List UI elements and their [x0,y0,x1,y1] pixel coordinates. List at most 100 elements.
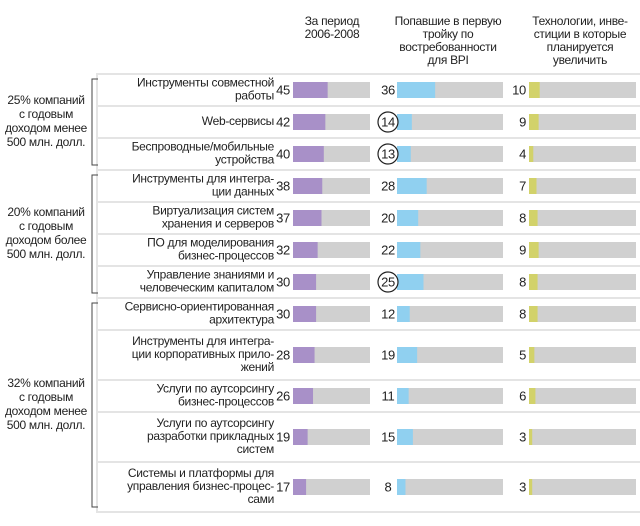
row-label: ПО для моделирования [147,236,274,250]
value-label: 15 [381,429,395,444]
row-label: Инструменты для интегра- [132,172,274,186]
bar [397,274,424,290]
highlight-circle [377,143,399,165]
value-label: 8 [519,274,526,289]
group-bracket [91,302,98,508]
value-label: 3 [519,479,526,494]
value-label: 19 [381,347,395,362]
value-label: 4 [519,146,526,161]
value-label: 3 [519,429,526,444]
bar-track [529,146,636,162]
column-header: Попавшие в первую [395,14,502,28]
bar-track [529,479,636,495]
bar [529,242,539,258]
row-label: Беспроводные/мобильные [132,140,275,154]
bar [293,429,308,445]
value-label: 36 [381,82,395,97]
group-label: с годовым [19,219,73,233]
row-label: сами [248,492,274,506]
bar-track [529,429,636,445]
bar [397,178,427,194]
bar [529,114,539,130]
row-label: Системы и платформы для [128,466,274,480]
value-label: 19 [276,429,290,444]
bar [529,479,533,495]
bar [529,274,538,290]
bar [529,429,533,445]
value-label: 30 [276,306,290,321]
value-label: 38 [276,178,290,193]
bar [293,388,314,404]
group-label: с годовым [19,390,73,404]
bar [397,82,436,98]
bar [293,274,317,290]
value-label: 45 [276,82,290,97]
bar [529,82,540,98]
bar-track [397,114,503,130]
column-header: 2006-2008 [305,27,360,41]
bar-track [529,82,636,98]
row-label: Услуги по аутсорсингу [156,416,274,430]
row-label: бизнес-процессов [178,395,274,409]
bar [397,388,409,404]
bar [293,210,322,226]
bar-track [529,210,636,226]
value-label: 7 [519,178,526,193]
bar [529,347,535,363]
value-label: 12 [381,306,395,321]
value-label: 30 [276,274,290,289]
bar [397,429,413,445]
group-label: 500 млн. долл. [7,135,85,149]
bar [397,347,418,363]
bar-track [529,178,636,194]
bar [293,306,317,322]
bar-track [293,429,370,445]
value-label: 40 [276,146,290,161]
row-label: человеческим капиталом [140,281,274,295]
column-header: для BPI [427,53,468,67]
highlight-circle [377,111,399,133]
row-label: Web-сервисы [202,114,274,128]
group-label: доходом более [6,233,87,247]
bar-track [529,388,636,404]
highlight-circle [377,271,399,293]
bar [397,114,412,130]
value-label: 37 [276,210,290,225]
group-label: с годовым [19,107,73,121]
column-header: востребованности [399,40,496,54]
row-label: систем [237,442,274,456]
value-label: 20 [381,210,395,225]
value-label: 22 [381,242,395,257]
group-label: 500 млн. долл. [7,418,85,432]
column-header: стиции в которые [534,27,627,41]
bar [293,242,318,258]
bar-track [397,429,503,445]
value-label: 11 [382,388,395,403]
bar [397,242,421,258]
group-label: 32% компаний [7,376,84,390]
value-label: 6 [519,388,526,403]
bar [529,146,534,162]
row-label: устройства [215,153,274,167]
bar-track [397,210,503,226]
row-label: хранения и серверов [162,217,274,231]
bar [529,388,536,404]
value-label: 9 [519,114,526,129]
row-label: Услуги по аутсорсингу [156,382,274,396]
bar-track [397,306,503,322]
group-label: 500 млн. долл. [7,247,85,261]
bar-track [529,306,636,322]
value-label: 26 [276,388,290,403]
column-header: тройку по [423,27,474,41]
value-label: 17 [276,479,290,494]
bar [397,146,411,162]
bar [293,178,323,194]
column-header: увеличить [553,53,607,67]
bar-track [293,479,370,495]
bar-track [529,242,636,258]
row-label: архитектура [209,313,275,327]
bar [293,114,326,130]
row-label: ции корпоративных прило- [132,347,275,361]
bar [529,210,538,226]
value-label: 5 [519,347,526,362]
